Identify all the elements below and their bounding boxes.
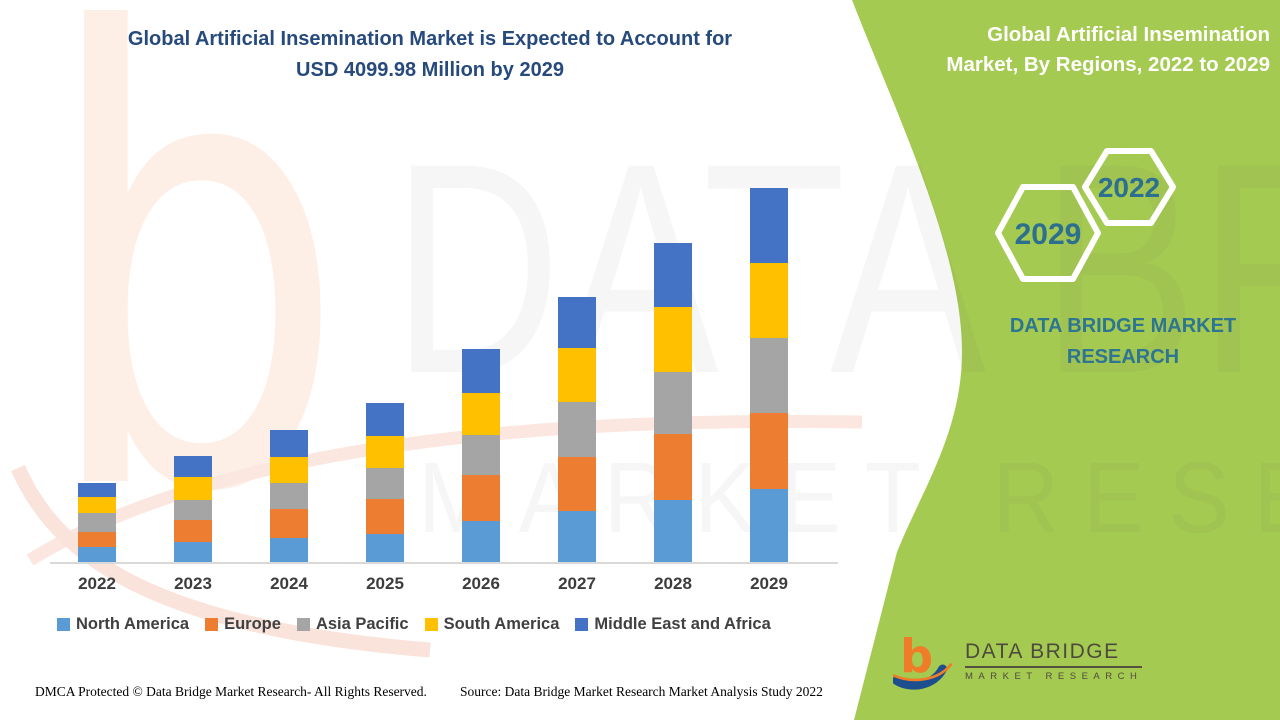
x-axis-label-2029: 2029	[750, 574, 788, 593]
bar-segment-2025-middle-east-and-africa	[366, 402, 404, 436]
bar-segment-2024-europe	[270, 509, 308, 538]
bar-segment-2029-north-america	[750, 488, 788, 563]
hexagon-2022	[1082, 148, 1176, 226]
chart-legend: North America Europe Asia Pacific South Ame…	[57, 615, 771, 634]
bar-segment-2028-asia-pacific	[654, 371, 692, 435]
bar-segment-2025-europe	[366, 498, 404, 534]
bar-segment-2029-asia-pacific	[750, 338, 788, 413]
side-panel-title-line1: Global Artificial Insemination	[987, 23, 1270, 46]
bar-segment-2025-asia-pacific	[366, 467, 404, 499]
x-axis-label-2028: 2028	[654, 574, 692, 593]
bar-segment-2027-north-america	[558, 510, 596, 563]
legend-label: Asia Pacific	[315, 615, 409, 633]
bar-segment-2024-north-america	[270, 537, 308, 563]
hexagon-2022-label: 2022	[1098, 172, 1160, 203]
bar-segment-2028-north-america	[654, 499, 692, 563]
side-panel-title: Global Artificial Insemination Market, B…	[890, 20, 1270, 80]
x-axis-line	[50, 562, 838, 564]
bar-segment-2022-south-america	[78, 497, 116, 514]
bar-segment-2027-south-america	[558, 348, 596, 402]
x-axis-label-2026: 2026	[462, 574, 500, 593]
company-logo-name: DATA BRIDGE	[965, 640, 1143, 668]
legend-item-north-america: North America	[57, 615, 189, 634]
hexagon-2029-label: 2029	[1015, 218, 1082, 251]
bar-segment-2025-south-america	[366, 435, 404, 468]
legend-item-middle-east-and-africa: Middle East and Africa	[575, 615, 771, 634]
bar-segment-2023-asia-pacific	[174, 499, 212, 520]
bar-segment-2023-south-america	[174, 477, 212, 500]
legend-item-south-america: South America	[424, 615, 560, 634]
legend-swatch-middle-east-and-africa	[575, 618, 589, 631]
side-panel-title-line2: Market, By Regions, 2022 to 2029	[946, 53, 1270, 76]
footer-source-text: Source: Data Bridge Market Research Mark…	[460, 684, 823, 699]
bar-segment-2025-north-america	[366, 533, 404, 563]
hexagon-year-badges: 2022 2029	[995, 148, 1176, 282]
legend-swatch-north-america	[57, 618, 70, 631]
legend-label: South America	[443, 615, 560, 633]
legend-item-europe: Europe	[205, 615, 281, 634]
x-axis-label-2025: 2025	[366, 574, 404, 593]
panel-brand-text: DATA BRIDGE MARKET RESEARCH	[985, 311, 1261, 373]
bar-segment-2026-south-america	[462, 392, 500, 435]
bar-segment-2029-europe	[750, 413, 788, 489]
bar-segment-2028-south-america	[654, 306, 692, 372]
bar-segment-2024-middle-east-and-africa	[270, 429, 308, 457]
bar-segment-2029-middle-east-and-africa	[750, 188, 788, 263]
legend-swatch-europe	[205, 618, 219, 631]
bar-segment-2028-middle-east-and-africa	[654, 242, 692, 307]
bar-segment-2026-north-america	[462, 520, 500, 563]
legend-label: Middle East and Africa	[594, 615, 771, 633]
bar-segment-2022-europe	[78, 531, 116, 547]
bar-segment-2026-europe	[462, 475, 500, 521]
bar-segment-2027-europe	[558, 456, 596, 511]
legend-swatch-asia-pacific	[296, 618, 310, 631]
company-logo-subtitle: MARKET RESEARCH	[965, 670, 1143, 682]
bar-segment-2029-south-america	[750, 263, 788, 338]
bar-segment-2022-asia-pacific	[78, 513, 116, 532]
company-logo-mark: b	[893, 630, 953, 690]
legend-label: North America	[76, 615, 190, 633]
panel-brand-line1: DATA BRIDGE MARKET	[1009, 315, 1237, 337]
legend-swatch-south-america	[424, 618, 438, 631]
x-axis-label-2023: 2023	[174, 574, 212, 593]
bar-segment-2022-middle-east-and-africa	[78, 482, 116, 498]
company-logo: b DATA BRIDGE MARKET RESEARCH	[893, 630, 1143, 692]
bar-segment-2022-north-america	[78, 546, 116, 563]
hexagon-2029	[995, 184, 1101, 282]
x-axis-label-2027: 2027	[558, 574, 596, 593]
x-axis-label-2024: 2024	[270, 574, 308, 593]
chart-title-line1: Global Artificial Insemination Market is…	[127, 28, 733, 50]
bar-segment-2026-asia-pacific	[462, 434, 500, 476]
svg-text:b: b	[900, 630, 933, 684]
legend-label: Europe	[224, 615, 281, 633]
bar-segment-2023-europe	[174, 520, 212, 542]
chart-title: Global Artificial Insemination Market is…	[70, 24, 790, 86]
bar-segment-2023-middle-east-and-africa	[174, 455, 212, 478]
legend-item-asia-pacific: Asia Pacific	[296, 615, 409, 634]
bar-segment-2024-asia-pacific	[270, 482, 308, 510]
bar-segment-2024-south-america	[270, 456, 308, 483]
chart-title-line2: USD 4099.98 Million by 2029	[296, 59, 564, 81]
bar-segment-2027-middle-east-and-africa	[558, 296, 596, 349]
bar-segment-2027-asia-pacific	[558, 402, 596, 457]
bar-segment-2023-north-america	[174, 541, 212, 563]
panel-brand-line2: RESEARCH	[1066, 346, 1180, 368]
footer-dmca-text: DMCA Protected © Data Bridge Market Rese…	[35, 684, 427, 699]
bar-segment-2028-europe	[654, 434, 692, 500]
x-axis-label-2022: 2022	[78, 574, 116, 593]
bar-segment-2026-middle-east-and-africa	[462, 348, 500, 393]
